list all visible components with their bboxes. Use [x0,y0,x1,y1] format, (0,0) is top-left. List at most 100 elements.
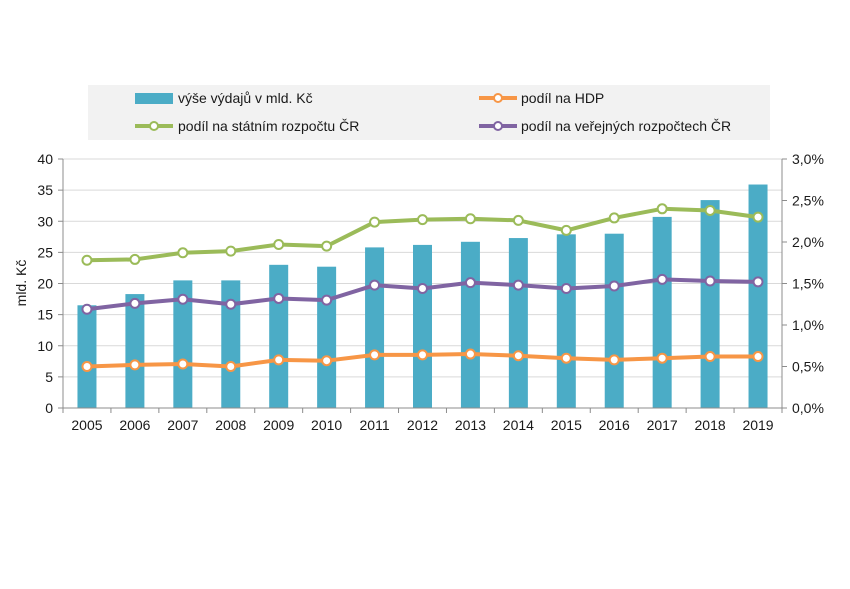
legend: výše výdajů v mld. Kč podíl na HDP podíl… [88,85,770,140]
y-tick-label: 30 [37,213,53,229]
series-point [704,351,716,363]
x-tick-label: 2010 [311,417,342,433]
series-point [417,214,428,226]
y-tick-label: 35 [37,182,53,198]
bar [173,280,193,408]
bar [317,266,337,408]
legend-item-bar-series: výše výdajů v mld. Kč [135,90,313,106]
series-point [273,238,285,250]
series-point [225,245,237,257]
series-point [752,351,764,363]
series-point [321,294,333,306]
series-point [464,213,476,225]
y2-tick-label: 2,0% [792,234,824,250]
line-series-2 [81,203,764,266]
y-tick-label: 15 [37,307,53,323]
legend-label-hdp: podíl na HDP [521,90,604,106]
y-tick-label: 40 [37,151,53,167]
x-tick-label: 2014 [503,417,534,433]
series-point [273,354,285,366]
series-point [369,216,381,228]
bar [652,216,672,408]
x-tick-label: 2007 [167,417,198,433]
series-point [752,211,764,223]
right-axis-ticks: 0,0% 0,5% 1,0% 1,5% 2,0% 2,5% 3,0% [792,151,824,416]
y2-tick-label: 2,5% [792,193,824,209]
legend-label-bars: výše výdajů v mld. Kč [178,90,313,106]
series-point [81,254,93,266]
y-tick-label: 10 [37,338,53,354]
series-point [81,361,93,372]
x-tick-label: 2015 [551,417,582,433]
bar [508,238,528,408]
legend-hdp-marker [493,93,503,103]
series-point [512,350,524,362]
axes [58,158,787,413]
bar [413,244,432,408]
x-tick-label: 2019 [742,417,773,433]
series-point [177,247,189,259]
series-point [369,279,381,291]
y2-tick-label: 0,5% [792,359,824,375]
bar [77,305,97,408]
bar [604,233,624,408]
series-point [704,275,716,287]
series-point [560,352,572,364]
x-tick-label: 2013 [455,417,486,433]
line-series-1 [81,348,764,372]
series-point [704,204,716,216]
y-tick-label: 25 [37,244,53,260]
series-point [464,277,476,289]
x-tick-label: 2011 [360,417,390,433]
bar [365,247,385,408]
bar [125,294,145,408]
series-point [608,212,620,224]
y2-tick-label: 1,5% [792,276,824,292]
legend-bar-swatch [135,93,173,104]
x-tick-label: 2006 [119,417,150,433]
series-point [417,282,428,294]
line-series [81,203,764,372]
series-point [129,253,141,265]
bar [748,184,768,408]
x-tick-label: 2017 [647,417,678,433]
y-tick-label: 20 [37,276,53,292]
x-tick-label: 2005 [71,417,102,433]
y-axis-title: mld. Kč [13,260,29,307]
legend-state-marker [149,121,159,131]
series-point [417,349,428,361]
series-point [321,240,333,252]
series-point [321,355,333,367]
series-point [608,354,620,366]
legend-item-public-budgets: podíl na veřejných rozpočtech ČR [479,118,731,134]
y-tick-label: 5 [45,369,53,385]
series-point [464,348,476,360]
series-point [656,352,668,364]
legend-label-public: podíl na veřejných rozpočtech ČR [521,118,731,134]
y2-tick-label: 0,0% [792,400,824,416]
x-tick-label: 2008 [215,417,246,433]
legend-item-hdp: podíl na HDP [479,90,604,106]
legend-public-marker [493,121,503,131]
series-point [369,349,381,361]
series-point [81,303,93,315]
series-point [656,273,668,285]
series-point [225,361,237,372]
series-point [225,298,237,310]
series-point [512,214,524,226]
x-axis-ticks: 2005 2006 2007 2008 2009 2010 2011 2012 2013 2014… [71,417,773,433]
bar [460,241,480,408]
series-point [177,358,189,370]
series-point [608,280,620,292]
series-point [560,224,572,236]
left-axis-ticks: 0 5 10 15 20 25 30 35 40 [37,151,53,416]
series-point [129,359,141,371]
legend-background [88,85,770,140]
y2-tick-label: 3,0% [792,151,824,167]
y2-tick-label: 1,0% [792,317,824,333]
series-point [656,203,668,215]
series-point [752,276,764,288]
series-point [129,297,141,309]
bar [221,280,241,408]
